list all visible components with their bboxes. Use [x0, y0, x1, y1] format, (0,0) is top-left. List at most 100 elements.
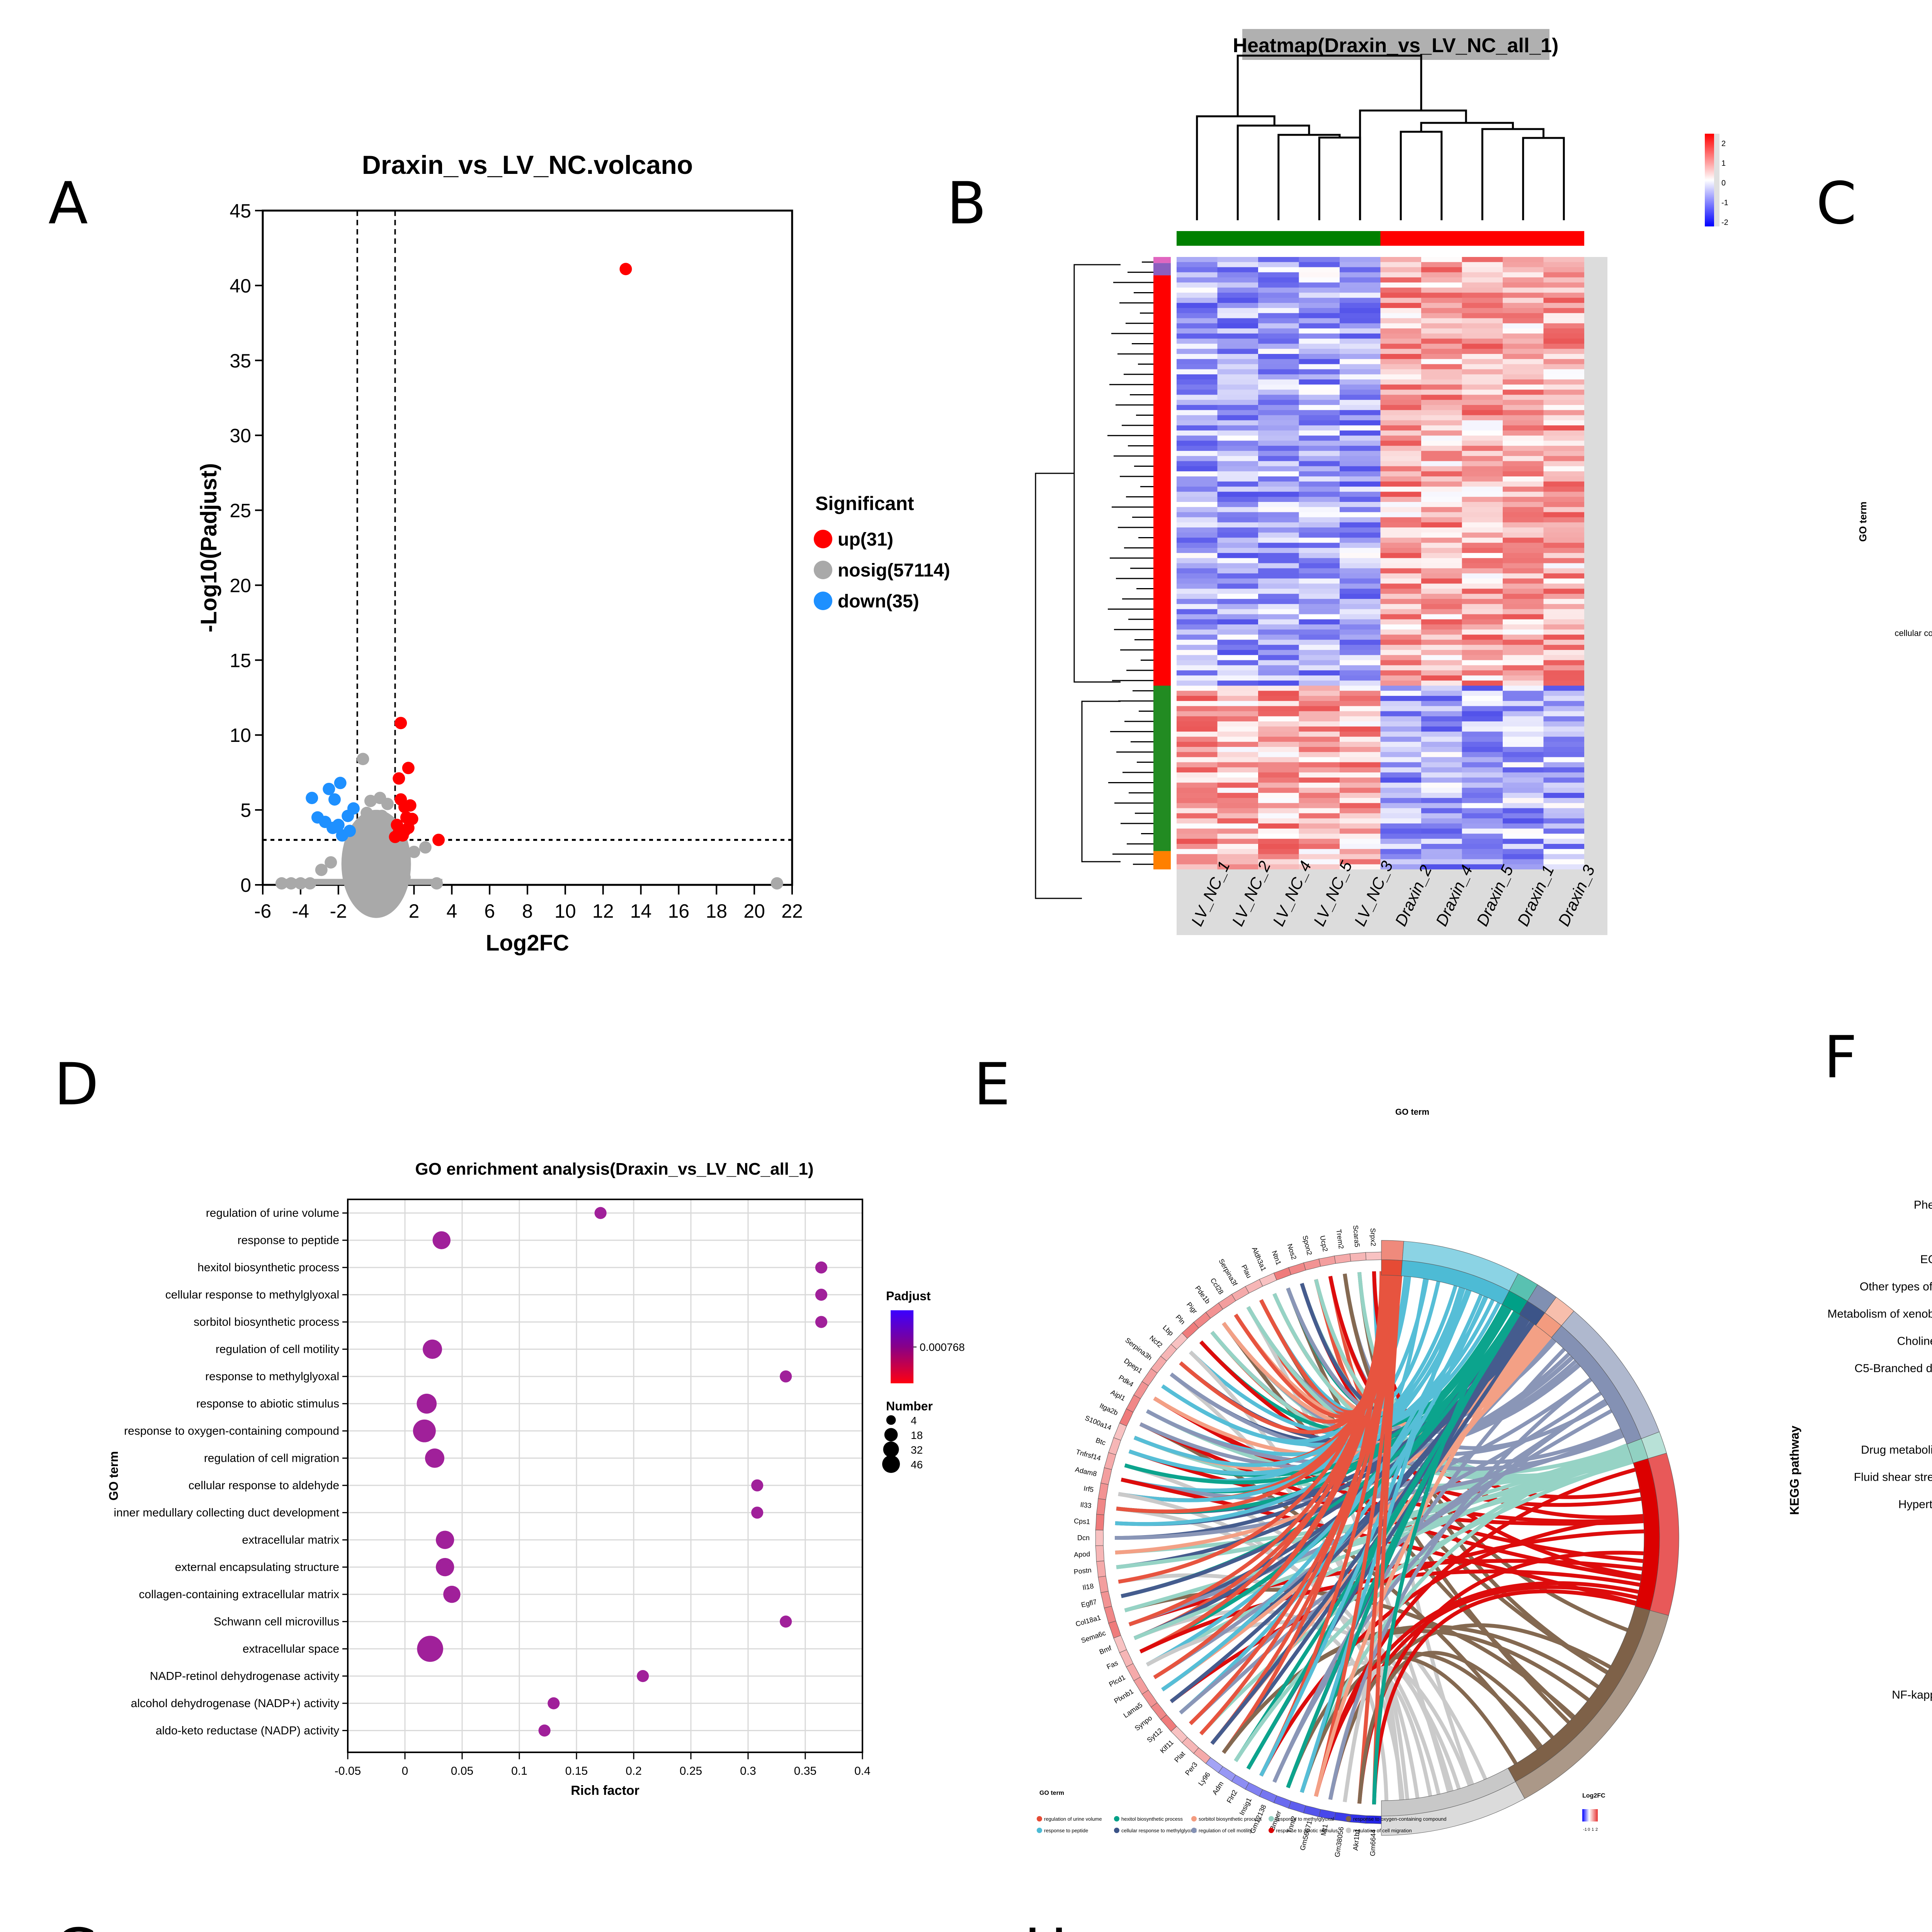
gene-arc	[1096, 1498, 1106, 1515]
heat-cell	[1217, 323, 1259, 329]
point-nosig	[381, 798, 394, 810]
heat-cell	[1258, 446, 1299, 451]
heat-cell	[1421, 456, 1462, 461]
heat-cell	[1543, 833, 1585, 839]
heat-cell	[1543, 619, 1585, 625]
heat-cell	[1340, 262, 1381, 267]
heat-cell	[1217, 425, 1259, 431]
row-cluster-bar	[1153, 685, 1171, 851]
heat-cell	[1503, 864, 1544, 870]
heat-cell	[1543, 277, 1585, 283]
heat-cell	[1380, 553, 1422, 558]
gene-arc	[1273, 1795, 1291, 1809]
heat-cell	[1217, 849, 1259, 854]
heat-cell	[1177, 742, 1218, 747]
heat-cell	[1258, 410, 1299, 415]
heat-cell	[1258, 670, 1299, 676]
category-label: ECM-receptor interaction	[1920, 1253, 1932, 1266]
heat-cell	[1421, 461, 1462, 467]
x-tick-label: 0.35	[794, 1765, 816, 1777]
heat-cell	[1258, 502, 1299, 507]
heat-cell	[1177, 532, 1218, 538]
heat-cell	[1543, 685, 1585, 691]
heat-cell	[1421, 696, 1462, 701]
heat-cell	[1543, 298, 1585, 303]
heat-cell	[1258, 634, 1299, 640]
heat-cell	[1462, 721, 1503, 727]
heat-cell	[1503, 267, 1544, 273]
heat-cell	[1380, 466, 1422, 472]
heat-cell	[1217, 272, 1259, 278]
point-down	[328, 793, 341, 806]
heat-cell	[1299, 323, 1340, 329]
heat-cell	[1258, 466, 1299, 472]
heat-cell	[1258, 660, 1299, 666]
category-label: cellular component organization or bioge…	[1895, 628, 1932, 638]
gene-label: Btc	[1095, 1436, 1107, 1447]
heat-cell	[1340, 553, 1381, 558]
heat-cell	[1217, 349, 1259, 354]
heat-cell	[1217, 308, 1259, 313]
heat-cell	[1421, 405, 1462, 410]
heat-cell	[1299, 374, 1340, 380]
ribbon	[1372, 1301, 1509, 1804]
point-nosig	[398, 871, 411, 884]
heat-cell	[1503, 716, 1544, 722]
gene-arc	[1318, 1255, 1336, 1267]
heat-cell	[1217, 466, 1259, 472]
heat-cell	[1503, 435, 1544, 441]
ribbon	[1139, 1307, 1519, 1654]
heat-cell	[1380, 298, 1422, 303]
heat-cell	[1462, 583, 1503, 589]
heat-cell	[1177, 645, 1218, 650]
heat-cell	[1217, 639, 1259, 645]
heat-cell	[1217, 864, 1259, 870]
gene-label: Col18a1	[1075, 1614, 1102, 1628]
term-arc	[1381, 1259, 1403, 1276]
x-axis-label: Rich factor	[571, 1783, 639, 1798]
heat-cell	[1217, 293, 1259, 298]
heat-cell	[1177, 624, 1218, 630]
heat-cell	[1217, 435, 1259, 441]
heat-cell	[1462, 466, 1503, 472]
heat-cell	[1299, 543, 1340, 548]
heat-cell	[1299, 400, 1340, 405]
log2fc-tick-label: 1	[1592, 1827, 1594, 1832]
heat-cell	[1462, 440, 1503, 446]
heat-cell	[1258, 440, 1299, 446]
go-enrichment-chart: GO enrichment analysis(Draxin_vs_LV_NC_a…	[107, 1160, 965, 1798]
heat-cell	[1177, 349, 1218, 354]
heat-cell	[1177, 272, 1218, 278]
heat-cell	[1177, 680, 1218, 686]
heat-cell	[1258, 685, 1299, 691]
heat-cell	[1462, 726, 1503, 732]
heat-cell	[1380, 742, 1422, 747]
heat-cell	[1217, 680, 1259, 686]
heat-cell	[1503, 379, 1544, 385]
heat-cell	[1503, 277, 1544, 283]
heat-cell	[1503, 685, 1544, 691]
heat-cell	[1299, 583, 1340, 589]
heat-cell	[1258, 675, 1299, 681]
point-down	[334, 777, 347, 789]
heat-cell	[1421, 359, 1462, 364]
heat-cell	[1340, 639, 1381, 645]
category-label: collagen-containing extracellular matrix	[139, 1588, 339, 1601]
heat-cell	[1299, 446, 1340, 451]
heat-cell	[1462, 680, 1503, 686]
heat-cell	[1380, 287, 1422, 293]
legend-label: hexitol biosynthetic process	[1121, 1816, 1183, 1822]
heat-cell	[1380, 685, 1422, 691]
bubble	[594, 1207, 607, 1219]
heat-cell	[1421, 838, 1462, 844]
heat-cell	[1380, 563, 1422, 569]
row-cluster-bar	[1153, 851, 1171, 869]
legend-marker	[814, 530, 832, 548]
heat-cell	[1177, 461, 1218, 467]
heat-cell	[1421, 665, 1462, 671]
category-label: Fluid shear stress and atherosclerosis	[1854, 1471, 1932, 1484]
heat-cell	[1258, 349, 1299, 354]
heat-cell	[1503, 823, 1544, 829]
bubble	[780, 1616, 792, 1628]
x-tick-label: 20	[743, 900, 765, 922]
